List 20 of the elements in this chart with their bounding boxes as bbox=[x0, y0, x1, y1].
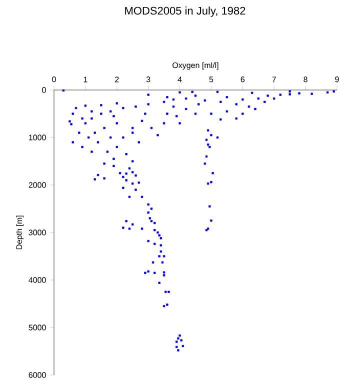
x-tick-label: 0 bbox=[52, 76, 56, 82]
y-tick-label: 4000 bbox=[28, 277, 46, 283]
x-tick-label: 9 bbox=[335, 76, 339, 82]
y-tick-label: 2000 bbox=[28, 182, 46, 188]
y-tick-label: 5000 bbox=[28, 324, 46, 330]
y-tick-label: 6000 bbox=[28, 372, 46, 378]
x-tick-label: 4 bbox=[178, 76, 182, 82]
x-tick-label: 2 bbox=[115, 76, 119, 82]
y-axis-title: Depth [m] bbox=[16, 216, 24, 250]
y-tick-label: 3000 bbox=[28, 230, 46, 236]
x-tick-label: 1 bbox=[84, 76, 88, 82]
x-tick-label: 5 bbox=[209, 76, 214, 82]
x-tick-label: 7 bbox=[272, 76, 276, 82]
chart-title: MODS2005 in July, 1982 bbox=[125, 6, 246, 17]
y-tick-label: 1000 bbox=[29, 134, 46, 140]
x-tick-label: 8 bbox=[304, 76, 308, 82]
x-tick-label: 6 bbox=[240, 76, 245, 82]
x-axis-title: Oxygen [ml/l] bbox=[172, 62, 218, 70]
y-tick-label: 0 bbox=[42, 87, 46, 93]
x-tick-label: 3 bbox=[146, 76, 150, 82]
